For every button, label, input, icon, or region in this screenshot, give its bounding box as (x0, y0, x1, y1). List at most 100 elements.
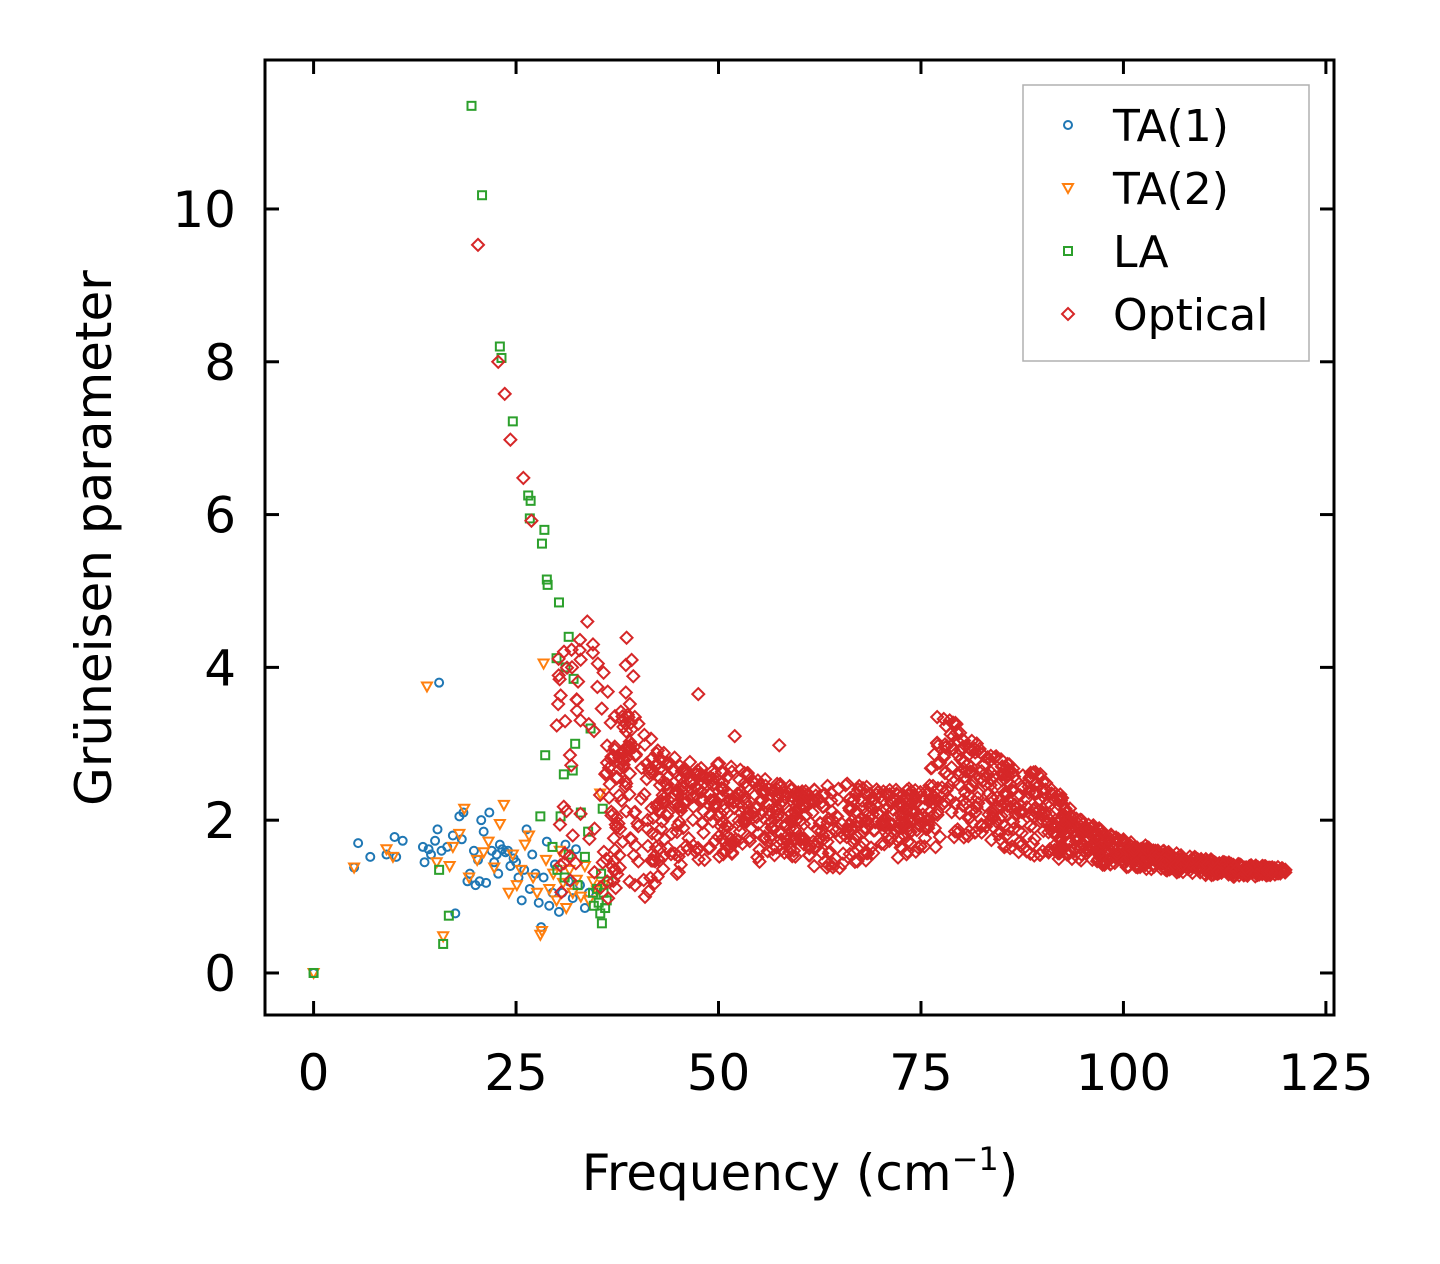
data-point (539, 524, 550, 535)
data-point (497, 799, 511, 812)
data-point (567, 893, 578, 904)
data-point (944, 804, 960, 820)
data-point (670, 817, 686, 833)
data-point (606, 830, 622, 846)
data-point (664, 826, 680, 841)
data-point (1057, 817, 1073, 833)
data-point (630, 816, 645, 831)
data-point (1078, 821, 1094, 836)
data-point (803, 815, 818, 831)
data-point (772, 777, 788, 792)
data-point (953, 751, 968, 767)
data-point (612, 756, 628, 772)
data-point (765, 841, 781, 857)
data-point (379, 844, 394, 857)
legend: TA(1) TA(2) LA Optical (1022, 84, 1310, 362)
data-point (688, 844, 704, 860)
data-point (717, 821, 733, 837)
data-point (660, 777, 675, 792)
data-point (510, 880, 524, 893)
data-point (953, 743, 969, 759)
data-point (1032, 766, 1048, 782)
data-point (1168, 858, 1183, 874)
data-point (731, 817, 747, 833)
data-point (727, 728, 743, 744)
data-point (626, 847, 642, 863)
data-point (553, 906, 564, 917)
data-point (1052, 845, 1067, 861)
data-point (1001, 757, 1017, 772)
data-point (652, 770, 668, 786)
data-point (874, 836, 889, 852)
data-point (1260, 862, 1275, 878)
data-point (783, 792, 799, 808)
data-point (622, 739, 638, 755)
data-point (964, 778, 980, 794)
data-point (616, 719, 631, 735)
data-point (697, 775, 712, 791)
data-point (579, 903, 590, 914)
data-point (458, 807, 469, 818)
data-point (1022, 846, 1038, 862)
data-point (907, 782, 923, 798)
data-point (938, 764, 954, 780)
data-point (742, 830, 758, 846)
data-point (666, 761, 682, 777)
data-point (604, 749, 620, 765)
legend-marker-square-icon (1063, 246, 1073, 256)
data-point (636, 786, 652, 802)
data-point (556, 644, 572, 660)
data-point (493, 819, 507, 832)
data-point (1176, 852, 1192, 868)
data-point (804, 805, 820, 821)
data-point (596, 918, 607, 929)
data-point (962, 764, 978, 780)
data-point (597, 766, 613, 782)
data-point (711, 849, 727, 865)
data-point (605, 859, 621, 875)
data-point (977, 798, 993, 813)
data-point (553, 688, 569, 703)
data-point (788, 812, 804, 828)
data-point (526, 872, 540, 885)
data-point (713, 818, 729, 834)
data-point (991, 826, 1007, 842)
data-point (586, 723, 602, 739)
x-tick-label: 125 (1278, 1044, 1373, 1102)
data-point (820, 834, 835, 850)
data-point (867, 822, 883, 838)
data-point (727, 834, 742, 850)
data-point (700, 840, 716, 856)
data-point (669, 866, 685, 882)
data-point (1173, 857, 1189, 873)
data-point (1002, 840, 1018, 856)
data-point (763, 815, 779, 831)
data-point (556, 855, 572, 871)
data-point (655, 861, 671, 877)
data-point (975, 818, 990, 833)
data-point (628, 748, 643, 764)
data-point (1210, 864, 1226, 880)
data-point (579, 614, 595, 629)
data-point (636, 727, 652, 743)
data-point (897, 828, 912, 844)
data-point (1035, 843, 1051, 859)
data-point (466, 100, 477, 111)
data-point (551, 667, 567, 683)
data-point (562, 873, 578, 888)
data-point (619, 742, 635, 757)
data-point (553, 597, 564, 608)
data-point (771, 737, 787, 753)
y-tick-label: 2 (204, 792, 236, 850)
data-point (672, 814, 687, 830)
data-point (929, 735, 945, 751)
data-point (1097, 857, 1112, 873)
data-point (595, 855, 611, 870)
data-point (470, 854, 484, 867)
data-point (659, 808, 675, 824)
data-point (643, 870, 658, 886)
x-tick-label: 100 (1076, 1044, 1171, 1102)
data-point (1116, 832, 1131, 847)
data-point (843, 821, 859, 837)
data-point (988, 749, 1004, 764)
